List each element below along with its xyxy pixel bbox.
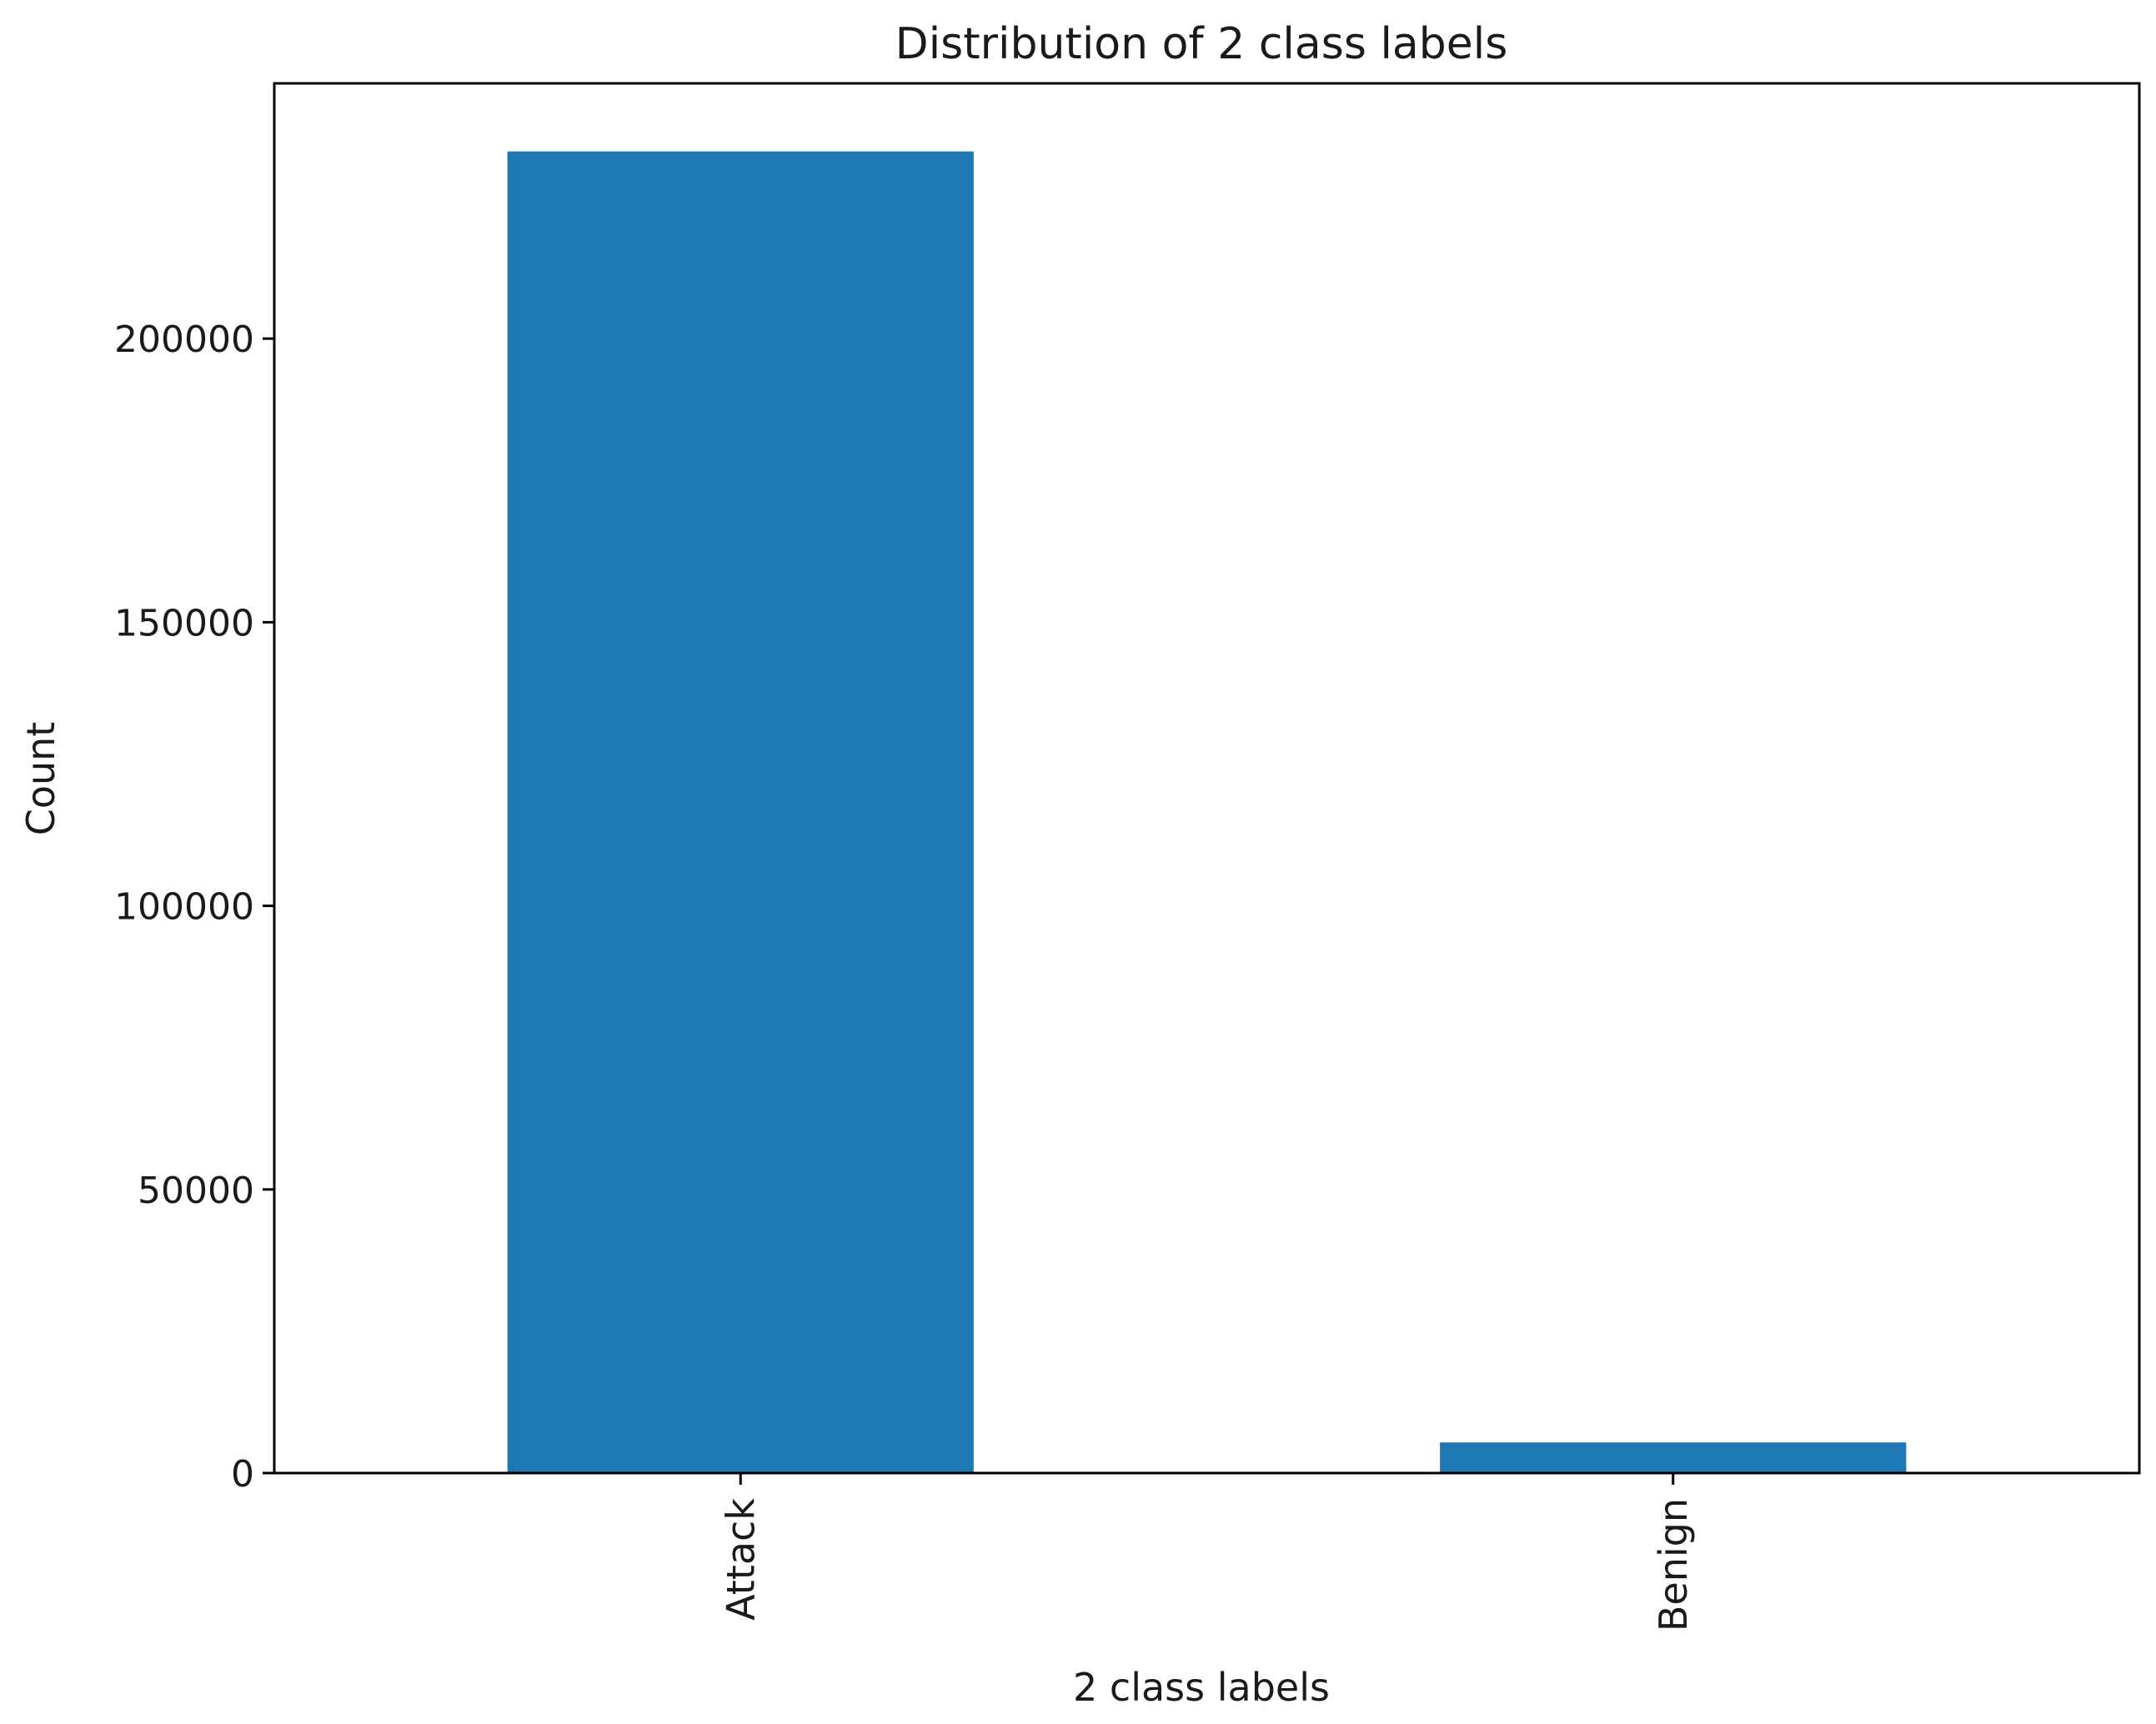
chart-title: Distribution of 2 class labels bbox=[895, 19, 1508, 69]
y-tick-label: 50000 bbox=[138, 1170, 254, 1212]
y-tick-label: 0 bbox=[231, 1453, 254, 1496]
y-axis-label: Count bbox=[18, 722, 63, 836]
x-tick-label: Attack bbox=[718, 1498, 763, 1621]
y-tick-label: 100000 bbox=[114, 886, 254, 929]
bar-attack bbox=[507, 151, 974, 1474]
y-tick-label: 200000 bbox=[114, 318, 254, 361]
plot-area: Attack Benign 0 50000 100000 150000 200000 bbox=[114, 151, 1907, 1631]
x-tick-label: Benign bbox=[1651, 1498, 1696, 1631]
x-axis-label: 2 class labels bbox=[1073, 1665, 1330, 1710]
bar-benign bbox=[1440, 1442, 1907, 1473]
plot-frame bbox=[273, 82, 2141, 1475]
y-tick-label: 150000 bbox=[114, 602, 254, 644]
